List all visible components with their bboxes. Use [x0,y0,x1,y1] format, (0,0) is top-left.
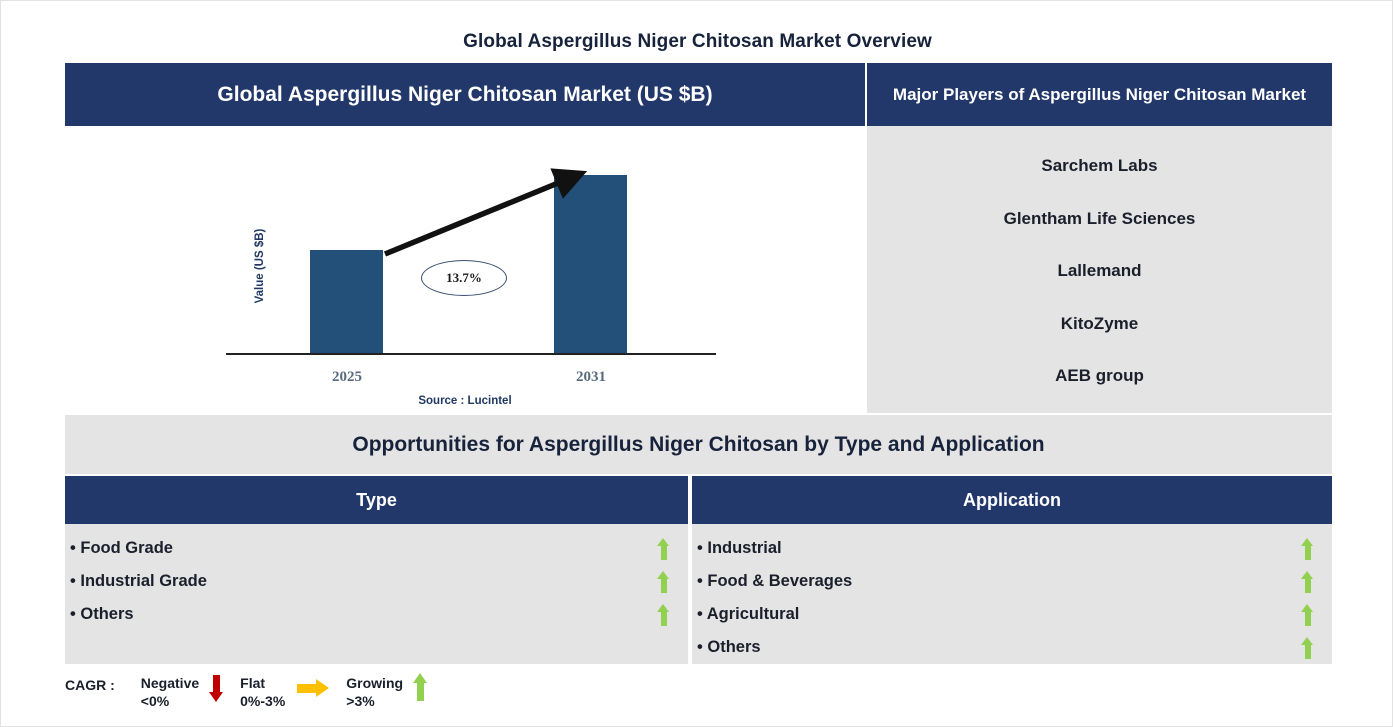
list-item: • Others [65,598,688,631]
type-column-header: Type [65,476,688,524]
legend-item-negative: Negative <0% [141,673,232,710]
legend-negative-text: Negative <0% [141,673,199,710]
type-column: Type • Food Grade • Industrial Grade • O… [65,476,688,664]
type-column-body: • Food Grade • Industrial Grade • Others [65,524,688,631]
y-axis-label: Value (US $B) [254,228,266,304]
list-item: KitoZyme [1060,313,1139,333]
x-tick-label-2031: 2031 [576,369,606,385]
list-item: • Food & Beverages [692,565,1332,598]
legend-negative-range: <0% [140,692,170,709]
arrow-down-red-icon [209,675,224,705]
chart-source-note: Source : Lucintel [418,395,512,407]
application-item-label: • Others [697,638,761,656]
legend-growing-label: Growing [346,675,404,691]
type-item-label: • Food Grade [70,539,173,557]
arrow-up-green-icon [1301,537,1314,560]
bar-2031 [554,175,627,354]
application-item-label: • Industrial [697,539,782,557]
x-axis-line [226,353,716,355]
application-item-label: • Food & Beverages [697,572,853,590]
players-list: Sarchem Labs Glentham Life Sciences Lall… [867,126,1332,413]
players-panel-header: Major Players of Aspergillus Niger Chito… [867,63,1332,126]
list-item: Sarchem Labs [1041,156,1158,175]
major-players-panel: Major Players of Aspergillus Niger Chito… [867,63,1332,413]
legend-item-growing: Growing >3% [346,673,428,710]
legend-negative-label: Negative [140,675,200,691]
list-item: Lallemand [1057,261,1142,280]
list-item: • Industrial [692,532,1332,565]
legend-item-flat: Flat 0%-3% [240,673,338,710]
opportunities-band-title: Opportunities for Aspergillus Niger Chit… [65,415,1332,474]
cagr-legend: CAGR : Negative <0% Flat 0%-3% Growing >… [65,673,436,721]
arrow-up-green-icon [1301,636,1314,659]
list-item: • Agricultural [692,598,1332,631]
x-tick-label-2025: 2025 [332,369,362,385]
market-chart-panel: Global Aspergillus Niger Chitosan Market… [65,63,865,413]
application-item-label: • Agricultural [697,605,800,623]
bar-2025 [310,250,383,354]
application-column-header: Application [692,476,1332,524]
list-item: • Industrial Grade [65,565,688,598]
arrow-up-green-icon [1301,603,1314,626]
legend-flat-label: Flat [240,675,266,691]
legend-growing-range: >3% [346,692,375,709]
arrow-up-green-icon [657,603,670,626]
arrow-up-green-icon [657,537,670,560]
application-column: Application • Industrial • Food & Bevera… [692,476,1332,664]
page-title: Global Aspergillus Niger Chitosan Market… [463,31,932,52]
legend-flat-text: Flat 0%-3% [240,673,285,710]
chart-panel-header: Global Aspergillus Niger Chitosan Market… [65,63,865,126]
list-item: AEB group [1055,366,1144,385]
list-item: Glentham Life Sciences [1003,208,1196,228]
arrow-up-green-icon [657,570,670,593]
list-item: • Food Grade [65,532,688,565]
bar-chart: Value (US $B) 2025 2031 13.7% Source : L… [65,126,865,413]
type-item-label: • Industrial Grade [70,572,207,590]
cagr-value-callout: 13.7% [421,260,507,296]
arrow-up-green-icon [1301,570,1314,593]
legend-flat-range: 0%-3% [240,692,286,709]
list-item: • Others [692,631,1332,664]
arrow-right-yellow-icon [297,679,330,697]
legend-growing-text: Growing >3% [346,673,403,710]
type-item-label: • Others [70,605,134,623]
arrow-up-green-icon [413,673,428,701]
cagr-legend-title: CAGR : [65,677,115,693]
application-column-body: • Industrial • Food & Beverages • Agricu… [692,524,1332,664]
